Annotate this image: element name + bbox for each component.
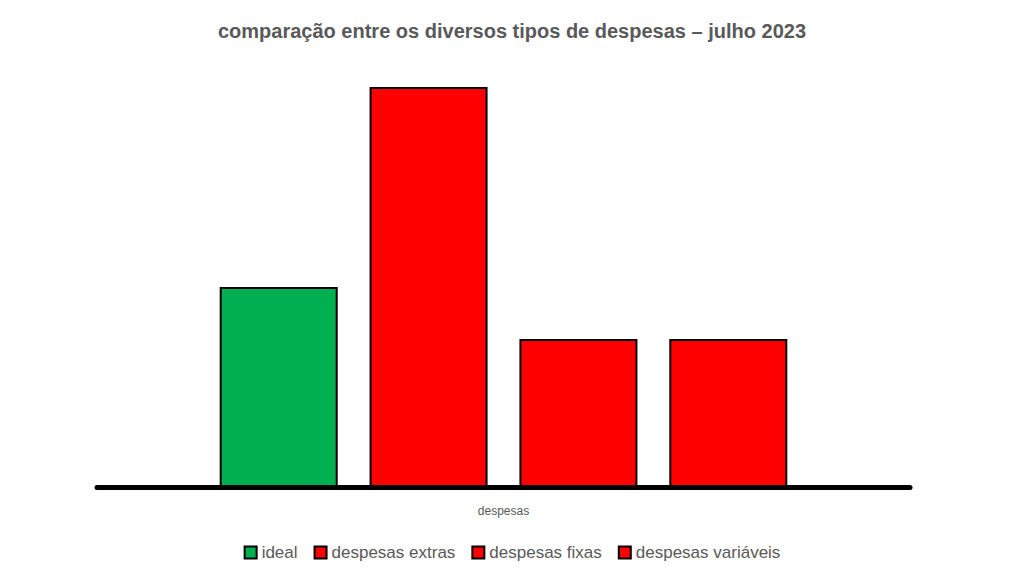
svg-text:despesas extras: despesas extras xyxy=(332,543,456,562)
svg-text:despesas variáveis: despesas variáveis xyxy=(636,543,781,562)
svg-text:comparação entre os diversos t: comparação entre os diversos tipos de de… xyxy=(218,20,806,42)
svg-text:despesas: despesas xyxy=(478,504,529,518)
svg-text:ideal: ideal xyxy=(262,543,298,562)
svg-text:despesas fixas: despesas fixas xyxy=(489,543,601,562)
